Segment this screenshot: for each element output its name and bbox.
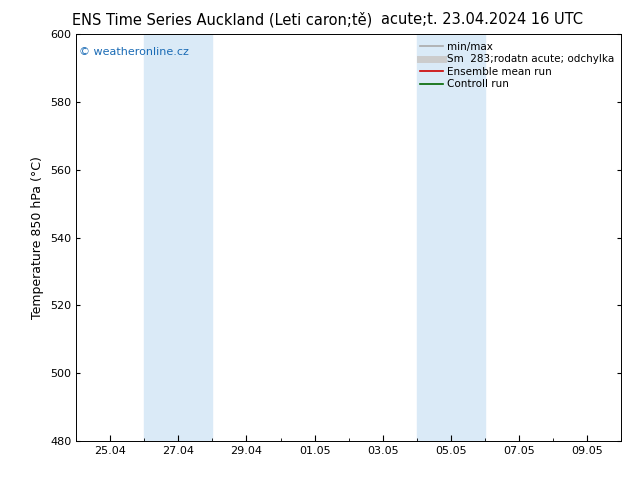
Legend: min/max, Sm  283;rodatn acute; odchylka, Ensemble mean run, Controll run: min/max, Sm 283;rodatn acute; odchylka, … [418, 40, 616, 92]
Text: ENS Time Series Auckland (Leti caron;tě): ENS Time Series Auckland (Leti caron;tě) [72, 12, 372, 28]
Y-axis label: Temperature 850 hPa (°C): Temperature 850 hPa (°C) [32, 156, 44, 319]
Bar [417, 34, 485, 441]
Bar [144, 34, 212, 441]
Text: © weatheronline.cz: © weatheronline.cz [79, 47, 189, 56]
Text: acute;t. 23.04.2024 16 UTC: acute;t. 23.04.2024 16 UTC [381, 12, 583, 27]
